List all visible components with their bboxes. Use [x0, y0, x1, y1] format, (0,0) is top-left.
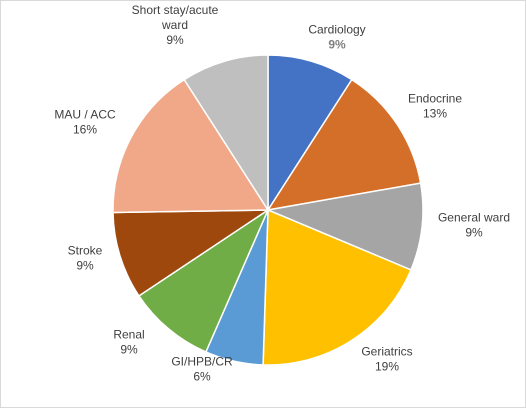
- pie-slice-renal: [137, 207, 270, 353]
- pie-slice-cardiology: [267, 54, 353, 213]
- data-label: Endocrine 13%: [408, 92, 462, 121]
- data-label: Cardiology 9%: [308, 23, 365, 52]
- data-label: Renal 9%: [113, 328, 144, 357]
- pie-slice-geriatrics: [262, 208, 412, 366]
- pie-labels: Cardiology 9% Endocrine 13% General ward 9% Ge…: [54, 3, 510, 384]
- data-label: General ward 9%: [438, 211, 510, 240]
- pie-slice-general-ward: [265, 182, 424, 271]
- data-label: Stroke 9%: [68, 244, 103, 273]
- pie-slice-endocrine: [266, 78, 422, 212]
- pie-slice-mau-acc: [112, 78, 270, 214]
- data-label: MAU / ACC 16%: [54, 108, 116, 137]
- pie-slice-stroke: [112, 209, 271, 297]
- pie-slices: [112, 54, 424, 366]
- data-label: Short stay/acute ward 9%: [132, 3, 219, 47]
- pie-slice-short-stay-acute-ward: [183, 54, 269, 213]
- data-label: Geriatrics 19%: [361, 345, 412, 374]
- data-label: GI/HPB/CR 6%: [171, 355, 233, 384]
